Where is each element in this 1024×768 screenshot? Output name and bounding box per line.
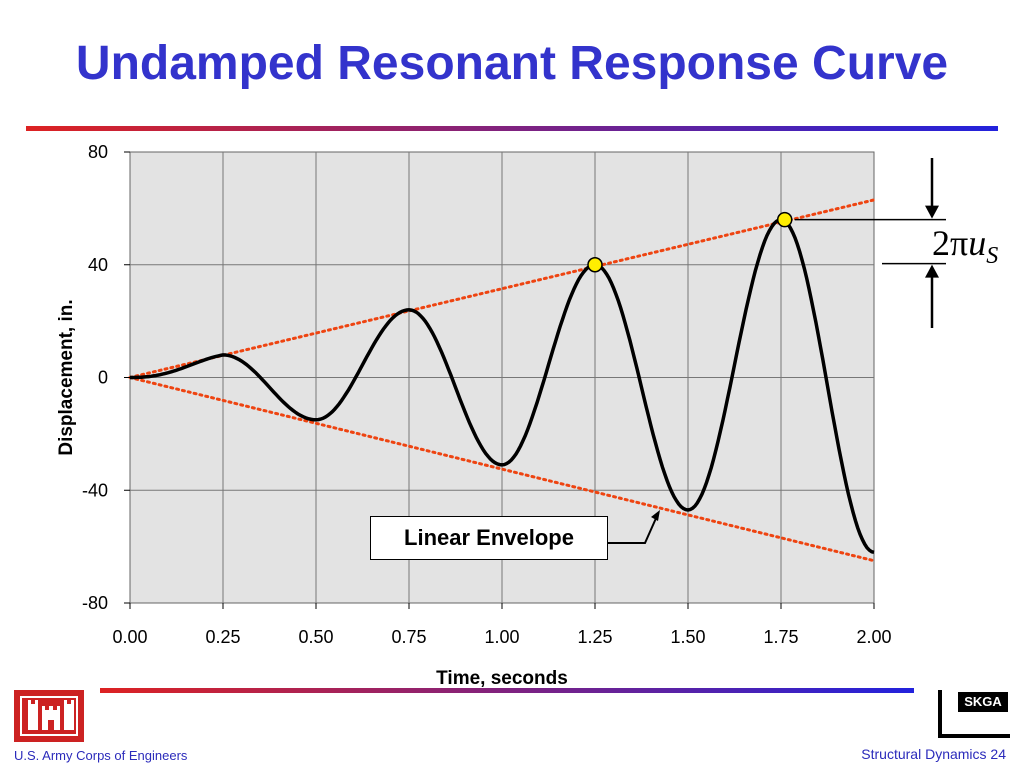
x-axis-title: Time, seconds — [436, 668, 568, 689]
footer-organization: U.S. Army Corps of Engineers — [14, 748, 188, 763]
footer-course-page: Structural Dynamics 24 — [861, 746, 1006, 762]
y-tick-label: 0 — [98, 368, 108, 388]
envelope-callout-leader — [608, 515, 658, 544]
peak-marker — [776, 211, 793, 228]
skga-label: SKGA — [958, 692, 1008, 712]
x-tick-label: 1.25 — [577, 627, 612, 647]
x-tick-label: 1.75 — [763, 627, 798, 647]
y-tick-label: 80 — [88, 142, 108, 162]
footer-divider — [100, 688, 914, 693]
axis-ticks: 0.00 0.25 0.50 0.75 1.00 1.25 1.50 1.75 2.00 80 40… — [82, 142, 892, 647]
amplitude-prefix: 2π — [932, 223, 969, 263]
peak-markers — [587, 211, 793, 273]
x-tick-label: 0.00 — [112, 627, 147, 647]
amplitude-subscript: S — [986, 243, 999, 270]
y-tick-label: -80 — [82, 593, 108, 613]
lower-envelope-line — [128, 376, 876, 563]
y-axis-title: Displacement, in. — [56, 299, 77, 455]
skga-logo: SKGA — [932, 686, 1010, 738]
x-tick-label: 0.50 — [298, 627, 333, 647]
x-tick-label: 0.75 — [391, 627, 426, 647]
x-tick-label: 1.50 — [670, 627, 705, 647]
y-tick-label: -40 — [82, 480, 108, 500]
x-tick-label: 2.00 — [856, 627, 891, 647]
upper-envelope-line — [128, 198, 876, 379]
x-tick-label: 0.25 — [205, 627, 240, 647]
slide-title: Undamped Resonant Response Curve — [75, 37, 949, 90]
linear-envelope-label: Linear Envelope — [370, 516, 608, 560]
x-tick-label: 1.00 — [484, 627, 519, 647]
amplitude-annotation — [794, 158, 946, 328]
envelope-callout-arrowhead — [651, 510, 660, 521]
linear-envelope-lines — [128, 198, 876, 563]
amplitude-variable: u — [968, 223, 987, 263]
army-corps-logo — [14, 690, 84, 742]
castle-icon — [20, 696, 78, 736]
response-curve — [130, 217, 875, 554]
dimension-arrow-up-head — [925, 264, 939, 278]
y-tick-label: 40 — [88, 255, 108, 275]
dimension-arrow-down-head — [925, 205, 939, 219]
peak-marker — [587, 257, 603, 273]
title-divider — [26, 126, 998, 131]
amplitude-label: 2πuS — [932, 222, 998, 270]
